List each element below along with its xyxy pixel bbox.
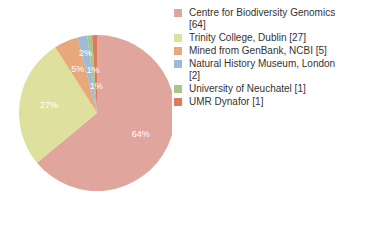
html-text:Natural History Museum, London: Natural History Museum, London [2]	[189, 58, 336, 81]
html-text:UMR Dynafor [1]: UMR Dynafor [1]	[189, 96, 264, 107]
svg-text:27%: 27%	[40, 100, 58, 110]
html-text:Mined from GenBank, NCBI [5]: Mined from GenBank, NCBI [5]	[189, 45, 327, 56]
svg-text:1%: 1%	[86, 65, 99, 75]
svg-text:5%: 5%	[71, 64, 84, 74]
html-text:Centre for Biodiversity Genomi: Centre for Biodiversity Genomics [64]	[189, 7, 336, 30]
html-text:Trinity College, Dublin [27]: Trinity College, Dublin [27]	[189, 32, 306, 43]
svg-text:1%: 1%	[90, 81, 103, 91]
html-text:University of Neuchatel [1]: University of Neuchatel [1]	[189, 83, 306, 94]
svg-text:64%: 64%	[132, 129, 150, 139]
svg-text:2%: 2%	[79, 48, 92, 58]
